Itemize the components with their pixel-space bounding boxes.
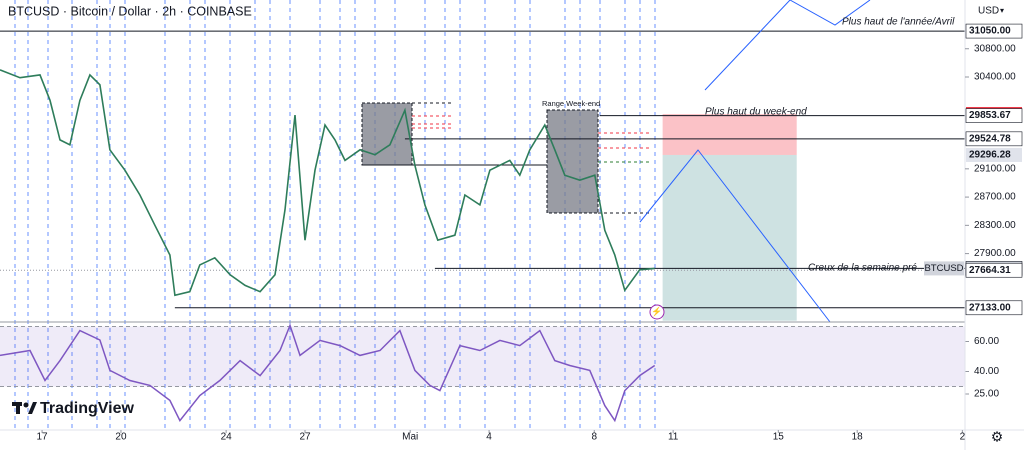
x-tick-label: 17 (37, 432, 49, 443)
x-tick-label: 27 (299, 432, 311, 443)
chart-title: BTCUSD · Bitcoin / Dollar · 2h · COINBAS… (8, 4, 252, 18)
y-tick-label: 28700.00 (974, 192, 1016, 203)
range-box (546, 109, 599, 214)
currency-arrow: ▾ (1000, 6, 1004, 15)
rsi-tick-label: 25.00 (974, 389, 999, 400)
levels (0, 30, 965, 309)
event-icon[interactable] (649, 304, 665, 320)
annotation: Range Week-end (542, 99, 600, 108)
x-tick-label: 8 (591, 432, 597, 443)
symbol-tag-box (924, 261, 964, 276)
range-levels (412, 102, 650, 214)
trend-lines (639, 0, 871, 323)
price-series (0, 69, 655, 297)
price-label: 29524.78 (969, 133, 1011, 144)
rsi-band (0, 326, 965, 387)
axes: 17 20 24 27 Mai 4 8 11 15 18 2 30800.00 30400.00 2910… (37, 23, 1023, 443)
x-tick-label: 2 (960, 432, 966, 443)
rsi-pane: 60.00 40.00 25.00 (0, 323, 999, 423)
x-tick-label: 11 (668, 432, 679, 443)
logo (12, 402, 37, 414)
price-label: 27133.00 (969, 302, 1011, 313)
rsi-tick-label: 40.00 (974, 366, 999, 377)
currency[interactable]: USD (978, 6, 999, 17)
x-tick-label: 20 (115, 432, 127, 443)
price-label-box (966, 147, 1022, 162)
y-tick-label: 27900.00 (974, 248, 1016, 259)
x-tick-label: 15 (773, 432, 785, 443)
x-tick-label: 24 (221, 432, 233, 443)
price-label-box (965, 108, 1023, 123)
symbol-tag: BTCUSD (924, 263, 963, 274)
price-label-box (965, 300, 1023, 316)
target-zone (662, 154, 797, 321)
price-line (0, 69, 655, 297)
price-label-box (965, 131, 1023, 147)
y-tick-label: 30800.00 (974, 43, 1016, 54)
rsi-line (0, 323, 656, 423)
price-label: 29853.67 (969, 110, 1011, 121)
price-label: 31050.00 (969, 26, 1011, 37)
price-label: 29296.28 (969, 150, 1011, 161)
x-tick-label: Mai (402, 432, 418, 443)
x-tick-label: 4 (486, 432, 492, 443)
annotation: Creux de la semaine pré (808, 263, 917, 274)
price-label: 27664.31 (969, 265, 1011, 276)
y-tick-label: 28300.00 (974, 220, 1016, 231)
annotation: Plus haut de l'année/Avril (842, 17, 955, 28)
rsi-tick-label: 60.00 (974, 336, 999, 347)
position (662, 114, 797, 321)
annotation: Plus haut du week-end (705, 107, 807, 118)
price-label-box (965, 23, 1023, 39)
settings-icon[interactable]: ⚙ (991, 429, 1004, 445)
y-tick-label: 30400.00 (974, 72, 1016, 83)
price-label-box (965, 262, 1023, 278)
y-tick-label: 29100.00 (974, 163, 1016, 174)
watermark: TradingView (40, 400, 135, 417)
x-tick-label: 18 (852, 432, 864, 443)
event-icon-glyph: ⚡ (651, 305, 662, 317)
stop-zone (662, 114, 797, 155)
